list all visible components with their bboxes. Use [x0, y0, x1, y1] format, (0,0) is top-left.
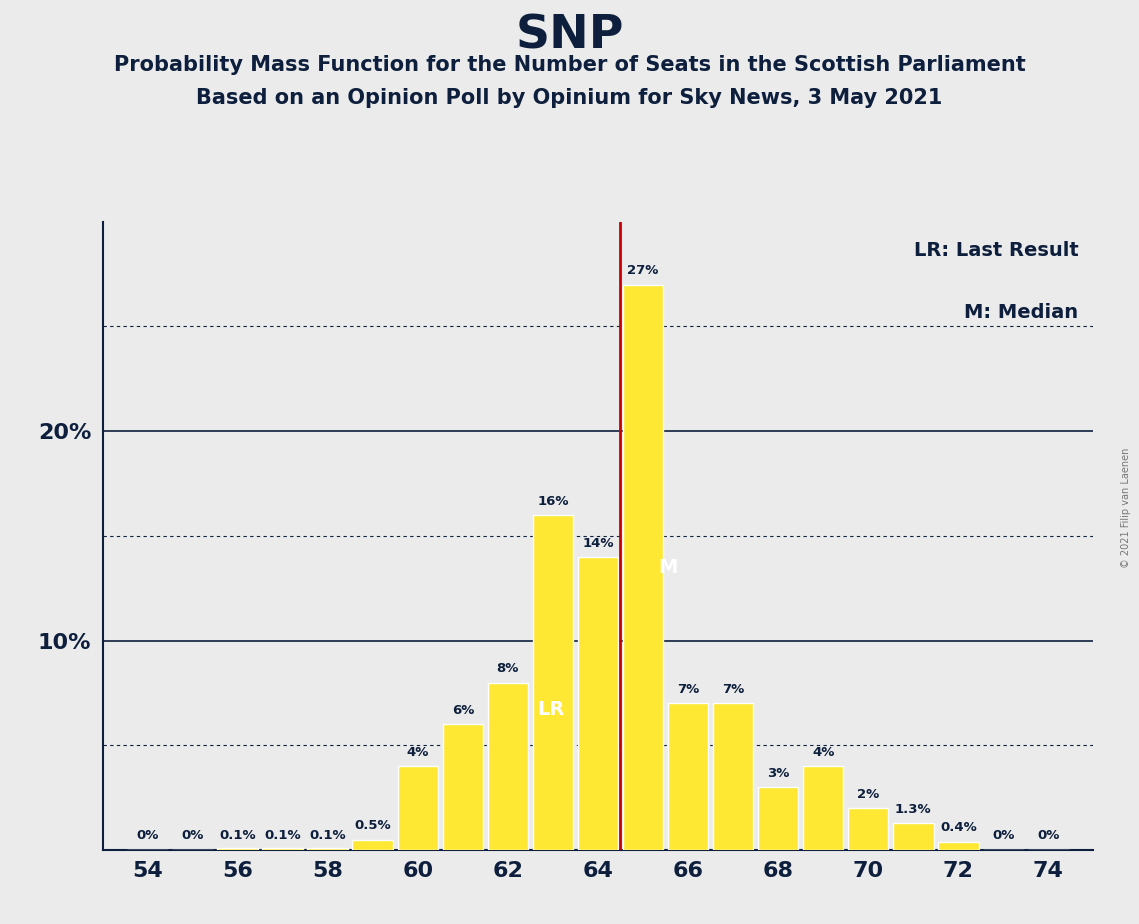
Text: LR: Last Result: LR: Last Result — [913, 240, 1079, 260]
Text: LR: LR — [536, 699, 564, 719]
Text: 1.3%: 1.3% — [895, 803, 932, 816]
Text: 4%: 4% — [812, 746, 835, 759]
Bar — [533, 515, 573, 850]
Text: 14%: 14% — [582, 537, 614, 550]
Text: 6%: 6% — [452, 704, 474, 717]
Bar — [623, 285, 663, 850]
Bar — [803, 766, 844, 850]
Bar — [262, 848, 303, 850]
Bar — [667, 703, 708, 850]
Text: 0%: 0% — [137, 829, 158, 842]
Text: 8%: 8% — [497, 663, 519, 675]
Text: 2%: 2% — [858, 788, 879, 801]
Text: © 2021 Filip van Laenen: © 2021 Filip van Laenen — [1121, 448, 1131, 568]
Text: 0.4%: 0.4% — [940, 821, 976, 834]
Text: 7%: 7% — [722, 683, 744, 696]
Text: Based on an Opinion Poll by Opinium for Sky News, 3 May 2021: Based on an Opinion Poll by Opinium for … — [196, 88, 943, 108]
Bar — [487, 683, 528, 850]
Text: M: Median: M: Median — [965, 303, 1079, 322]
Bar — [847, 808, 888, 850]
Text: 0%: 0% — [181, 829, 204, 842]
Bar — [352, 840, 393, 850]
Text: 4%: 4% — [407, 746, 429, 759]
Text: 0.1%: 0.1% — [310, 829, 346, 842]
Text: 0.5%: 0.5% — [354, 820, 391, 833]
Text: 0.1%: 0.1% — [264, 829, 301, 842]
Text: 0%: 0% — [1038, 829, 1059, 842]
Bar — [713, 703, 753, 850]
Bar — [893, 823, 934, 850]
Bar — [577, 557, 618, 850]
Text: Probability Mass Function for the Number of Seats in the Scottish Parliament: Probability Mass Function for the Number… — [114, 55, 1025, 76]
Text: 16%: 16% — [538, 494, 568, 507]
Text: 3%: 3% — [767, 767, 789, 780]
Text: 0.1%: 0.1% — [220, 829, 256, 842]
Bar — [398, 766, 439, 850]
Bar — [939, 842, 978, 850]
Bar — [218, 848, 257, 850]
Text: M: M — [658, 558, 678, 577]
Bar — [757, 787, 798, 850]
Bar — [308, 848, 349, 850]
Text: SNP: SNP — [515, 14, 624, 59]
Text: 27%: 27% — [628, 264, 658, 277]
Text: 7%: 7% — [677, 683, 699, 696]
Bar — [443, 724, 483, 850]
Text: 0%: 0% — [992, 829, 1015, 842]
